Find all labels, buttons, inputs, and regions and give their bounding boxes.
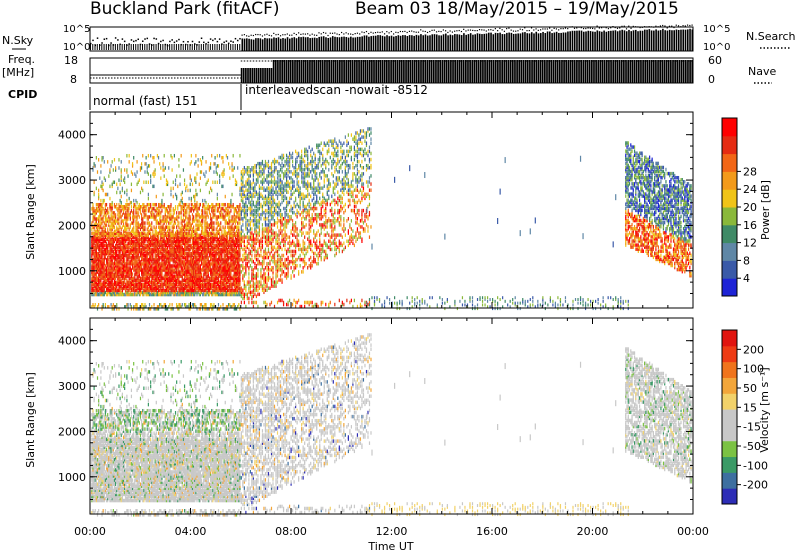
- nsearch-tick-bottom: 10^0: [703, 42, 730, 53]
- nave-label: Nave: [748, 65, 776, 78]
- y-tick-label: 3000: [58, 174, 86, 187]
- x-tick-label: 00:00: [677, 525, 709, 538]
- x-tick-label: 00:00: [74, 525, 106, 538]
- colorbar-tick: -50: [743, 440, 761, 453]
- colorbar-tick: 24: [743, 183, 757, 196]
- colorbar-swatch: [722, 207, 737, 226]
- colorbar-swatch: [722, 488, 737, 505]
- colorbar-tick: -100: [743, 459, 768, 472]
- colorbar-tick: 100: [743, 363, 764, 376]
- freq-panel: 18 8 60 0: [64, 54, 722, 86]
- nave-tick-0: 0: [708, 73, 715, 86]
- colorbar-swatch: [722, 153, 737, 172]
- cpid-segment-2: interleavedscan -nowait -8512: [245, 83, 428, 97]
- colorbar-tick: 15: [743, 401, 757, 414]
- x-tick-label: 12:00: [376, 525, 408, 538]
- colorbar-swatch: [722, 456, 737, 473]
- nsky-tick-bottom: 10^0: [63, 42, 90, 53]
- colorbar-swatch: [722, 393, 737, 410]
- colorbar-swatch: [722, 345, 737, 363]
- station-title: Buckland Park (fitACF): [90, 0, 280, 19]
- velocity-colorbar-label: Velocity [m s⁻¹]: [758, 367, 771, 452]
- colorbar-tick: 8: [743, 254, 750, 267]
- y-tick-label: 1000: [58, 265, 86, 278]
- colorbar-tick: 28: [743, 165, 757, 178]
- x-tick-label: 04:00: [175, 525, 207, 538]
- y-tick-label: 4000: [58, 129, 86, 142]
- freq-tick-8: 8: [70, 73, 77, 86]
- colorbar-swatch: [722, 118, 737, 137]
- colorbar-swatch: [722, 472, 737, 489]
- cpid-panel: normal (fast) 151 interleavedscan -nowai…: [89, 83, 428, 110]
- colorbar-swatch: [722, 330, 737, 347]
- colorbar-swatch: [722, 189, 737, 208]
- colorbar-swatch: [722, 424, 737, 442]
- y-tick-label: 2000: [58, 425, 86, 438]
- colorbar-tick: -15: [743, 421, 761, 434]
- cpid-segment-1: normal (fast) 151: [93, 94, 197, 108]
- colorbar-swatch: [722, 440, 737, 458]
- colorbar-tick: 200: [743, 343, 764, 356]
- nsky-panel: 10^5 10^0 10^5 10^0: [63, 24, 730, 53]
- colorbar-swatch: [722, 409, 737, 426]
- freq-label: Freq.: [8, 53, 35, 66]
- y-tick-label: 3000: [58, 380, 86, 393]
- freq-unit-label: [MHz]: [2, 66, 34, 79]
- x-tick-label: 20:00: [577, 525, 609, 538]
- power-ylabel: Slant Range [km]: [24, 164, 37, 260]
- velocity-ylabel: Slant Range [km]: [24, 372, 37, 468]
- nsky-tick-top: 10^5: [63, 24, 90, 35]
- nsearch-tick-top: 10^5: [703, 24, 730, 35]
- colorbar-tick: 16: [743, 219, 757, 232]
- colorbar-tick: -200: [743, 479, 768, 492]
- colorbar-tick: 20: [743, 201, 757, 214]
- colorbar-swatch: [722, 224, 737, 244]
- colorbar-swatch: [722, 242, 737, 261]
- colorbar-tick: 50: [743, 382, 757, 395]
- colorbar-swatch: [722, 171, 737, 190]
- x-tick-label: 16:00: [476, 525, 508, 538]
- colorbar-swatch: [722, 278, 737, 297]
- y-tick-label: 1000: [58, 471, 86, 484]
- power-panel: 1000 2000 3000 4000 Slant Range [km] 4 8 12 16…: [24, 111, 772, 311]
- colorbar-swatch: [722, 260, 737, 279]
- y-tick-label: 2000: [58, 219, 86, 232]
- nsearch-label: N.Search: [746, 30, 796, 43]
- y-tick-label: 4000: [58, 335, 86, 348]
- colorbar-tick: 12: [743, 237, 757, 250]
- colorbar-swatch: [722, 361, 737, 378]
- nave-tick-60: 60: [708, 54, 722, 67]
- velocity-panel: 1000 2000 3000 4000 Slant Range [km] 200 100…: [24, 317, 771, 517]
- colorbar-swatch: [722, 135, 737, 155]
- cpid-label: CPID: [8, 88, 37, 101]
- colorbar-tick: 4: [743, 272, 750, 285]
- beam-date-title: Beam 03 18/May/2015 – 19/May/2015: [355, 0, 679, 19]
- nsky-label: N.Sky: [2, 34, 34, 47]
- x-tick-label: 08:00: [275, 525, 307, 538]
- freq-tick-18: 18: [64, 54, 78, 67]
- x-axis-title: Time UT: [367, 540, 413, 553]
- power-colorbar-label: Power [dB]: [759, 180, 772, 240]
- colorbar-swatch: [722, 377, 737, 394]
